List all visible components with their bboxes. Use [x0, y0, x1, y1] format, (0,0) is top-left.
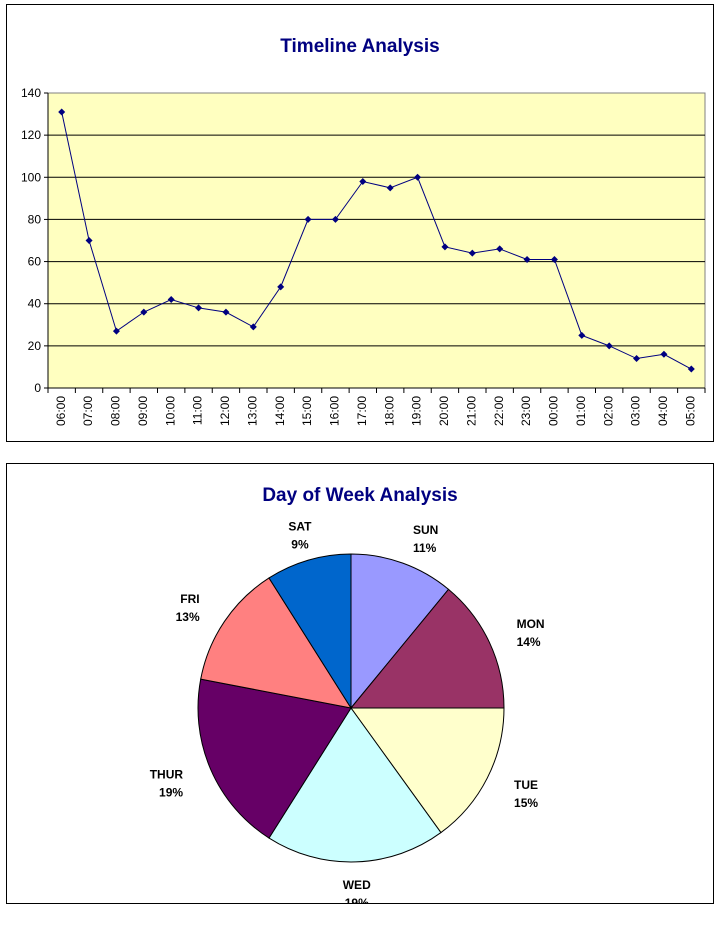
data-point [167, 296, 175, 303]
x-tick-label: 14:00 [273, 396, 287, 426]
slice-label: THUR [150, 768, 184, 782]
x-tick-label: 19:00 [410, 396, 424, 426]
timeline-chart: Timeline Analysis 0 20 40 60 80 100 120 140 06:0… [21, 36, 706, 426]
data-point [468, 249, 476, 257]
data-point [386, 184, 394, 192]
y-tick-label: 100 [21, 170, 41, 184]
slice-percent-label: 14% [517, 635, 541, 649]
slice-percent-label: 19% [159, 786, 183, 800]
timeline-chart-panel: Timeline Analysis 0 20 40 60 80 100 120 140 06:0… [6, 4, 714, 442]
x-tick-label: 07:00 [81, 396, 95, 426]
x-tick-label: 06:00 [54, 396, 68, 426]
slice-percent-label: 11% [413, 541, 437, 555]
pie-slice-fri [200, 577, 353, 709]
data-point [304, 215, 312, 223]
slice-label: TUE [514, 778, 538, 792]
data-point [523, 255, 531, 263]
data-point [660, 350, 668, 358]
data-point [112, 327, 120, 335]
slice-percent-label: 19% [345, 896, 369, 903]
x-tick-label: 22:00 [492, 396, 506, 426]
plot-area: 0 20 40 60 80 100 120 140 06:00 07:00 08:00 09:00 10… [21, 86, 706, 426]
pie-slice-wed [268, 707, 442, 863]
data-point [222, 308, 230, 316]
x-tick-label: 20:00 [437, 396, 451, 426]
x-tick-label: 12:00 [218, 396, 232, 426]
x-tick-label: 11:00 [191, 396, 205, 425]
pie-area: SUN 11% MON 14% TUE 15% WED 19% THUR 19% FRI 13% SAT… [150, 519, 545, 910]
slice-label: FRI [180, 592, 199, 606]
x-tick-label: 13:00 [245, 396, 259, 426]
pie-slice-sat [268, 553, 352, 710]
data-point [277, 283, 285, 291]
data-point [496, 245, 504, 253]
data-point [414, 173, 422, 181]
plot-background [47, 92, 706, 389]
x-tick-label: 15:00 [300, 396, 314, 426]
pie-slice-tue [350, 707, 505, 834]
slice-percent-label: 15% [514, 796, 538, 810]
data-point [578, 331, 586, 339]
x-tick-label: 18:00 [382, 396, 396, 426]
data-point [140, 308, 148, 316]
slice-label: SAT [288, 519, 312, 533]
chart-title: Day of Week Analysis [262, 485, 457, 506]
data-point [633, 355, 641, 362]
data-point [605, 342, 613, 350]
data-point [359, 178, 367, 185]
data-point [550, 255, 558, 263]
x-tick-label: 16:00 [328, 396, 342, 426]
x-tick-label: 05:00 [683, 396, 697, 426]
slice-label: MON [517, 617, 545, 631]
x-tick-label: 01:00 [574, 396, 588, 426]
x-tick-label: 08:00 [109, 396, 123, 426]
slice-percent-label: 13% [176, 610, 200, 624]
day-of-week-chart-panel: Day of Week Analysis SUN 11% MON 14% TUE 15% W… [6, 463, 714, 910]
chart-title: Timeline Analysis [280, 36, 439, 57]
data-point [441, 243, 449, 251]
x-tick-label: 21:00 [464, 396, 478, 426]
x-tick-label: 17:00 [355, 396, 369, 426]
pie-slice-sun [350, 553, 450, 710]
data-point [58, 108, 66, 116]
x-tick-label: 23:00 [519, 396, 533, 426]
slice-label: WED [343, 878, 371, 892]
x-tick-label: 03:00 [629, 396, 643, 426]
data-point [249, 323, 257, 331]
data-point [85, 237, 93, 244]
y-tick-label: 0 [34, 381, 41, 395]
slice-label: SUN [413, 523, 438, 537]
series-line [61, 111, 692, 370]
y-tick-label: 40 [28, 297, 42, 311]
x-tick-label: 00:00 [547, 396, 561, 426]
y-tick-label: 60 [28, 255, 42, 269]
slice-percent-label: 9% [291, 537, 309, 551]
data-point [687, 365, 695, 373]
x-tick-label: 02:00 [601, 396, 615, 426]
day-of-week-chart: Day of Week Analysis SUN 11% MON 14% TUE 15% W… [150, 485, 545, 910]
y-tick-label: 20 [28, 339, 42, 353]
data-point [195, 304, 203, 312]
y-tick-label: 140 [21, 86, 41, 100]
pie-slice-thur [197, 678, 352, 839]
y-tick-label: 120 [21, 128, 41, 142]
x-tick-label: 09:00 [136, 396, 150, 426]
pie-slice-mon [349, 588, 505, 709]
y-tick-label: 80 [28, 212, 42, 226]
data-point [331, 215, 339, 223]
x-tick-label: 10:00 [163, 396, 177, 426]
x-tick-label: 04:00 [656, 396, 670, 426]
